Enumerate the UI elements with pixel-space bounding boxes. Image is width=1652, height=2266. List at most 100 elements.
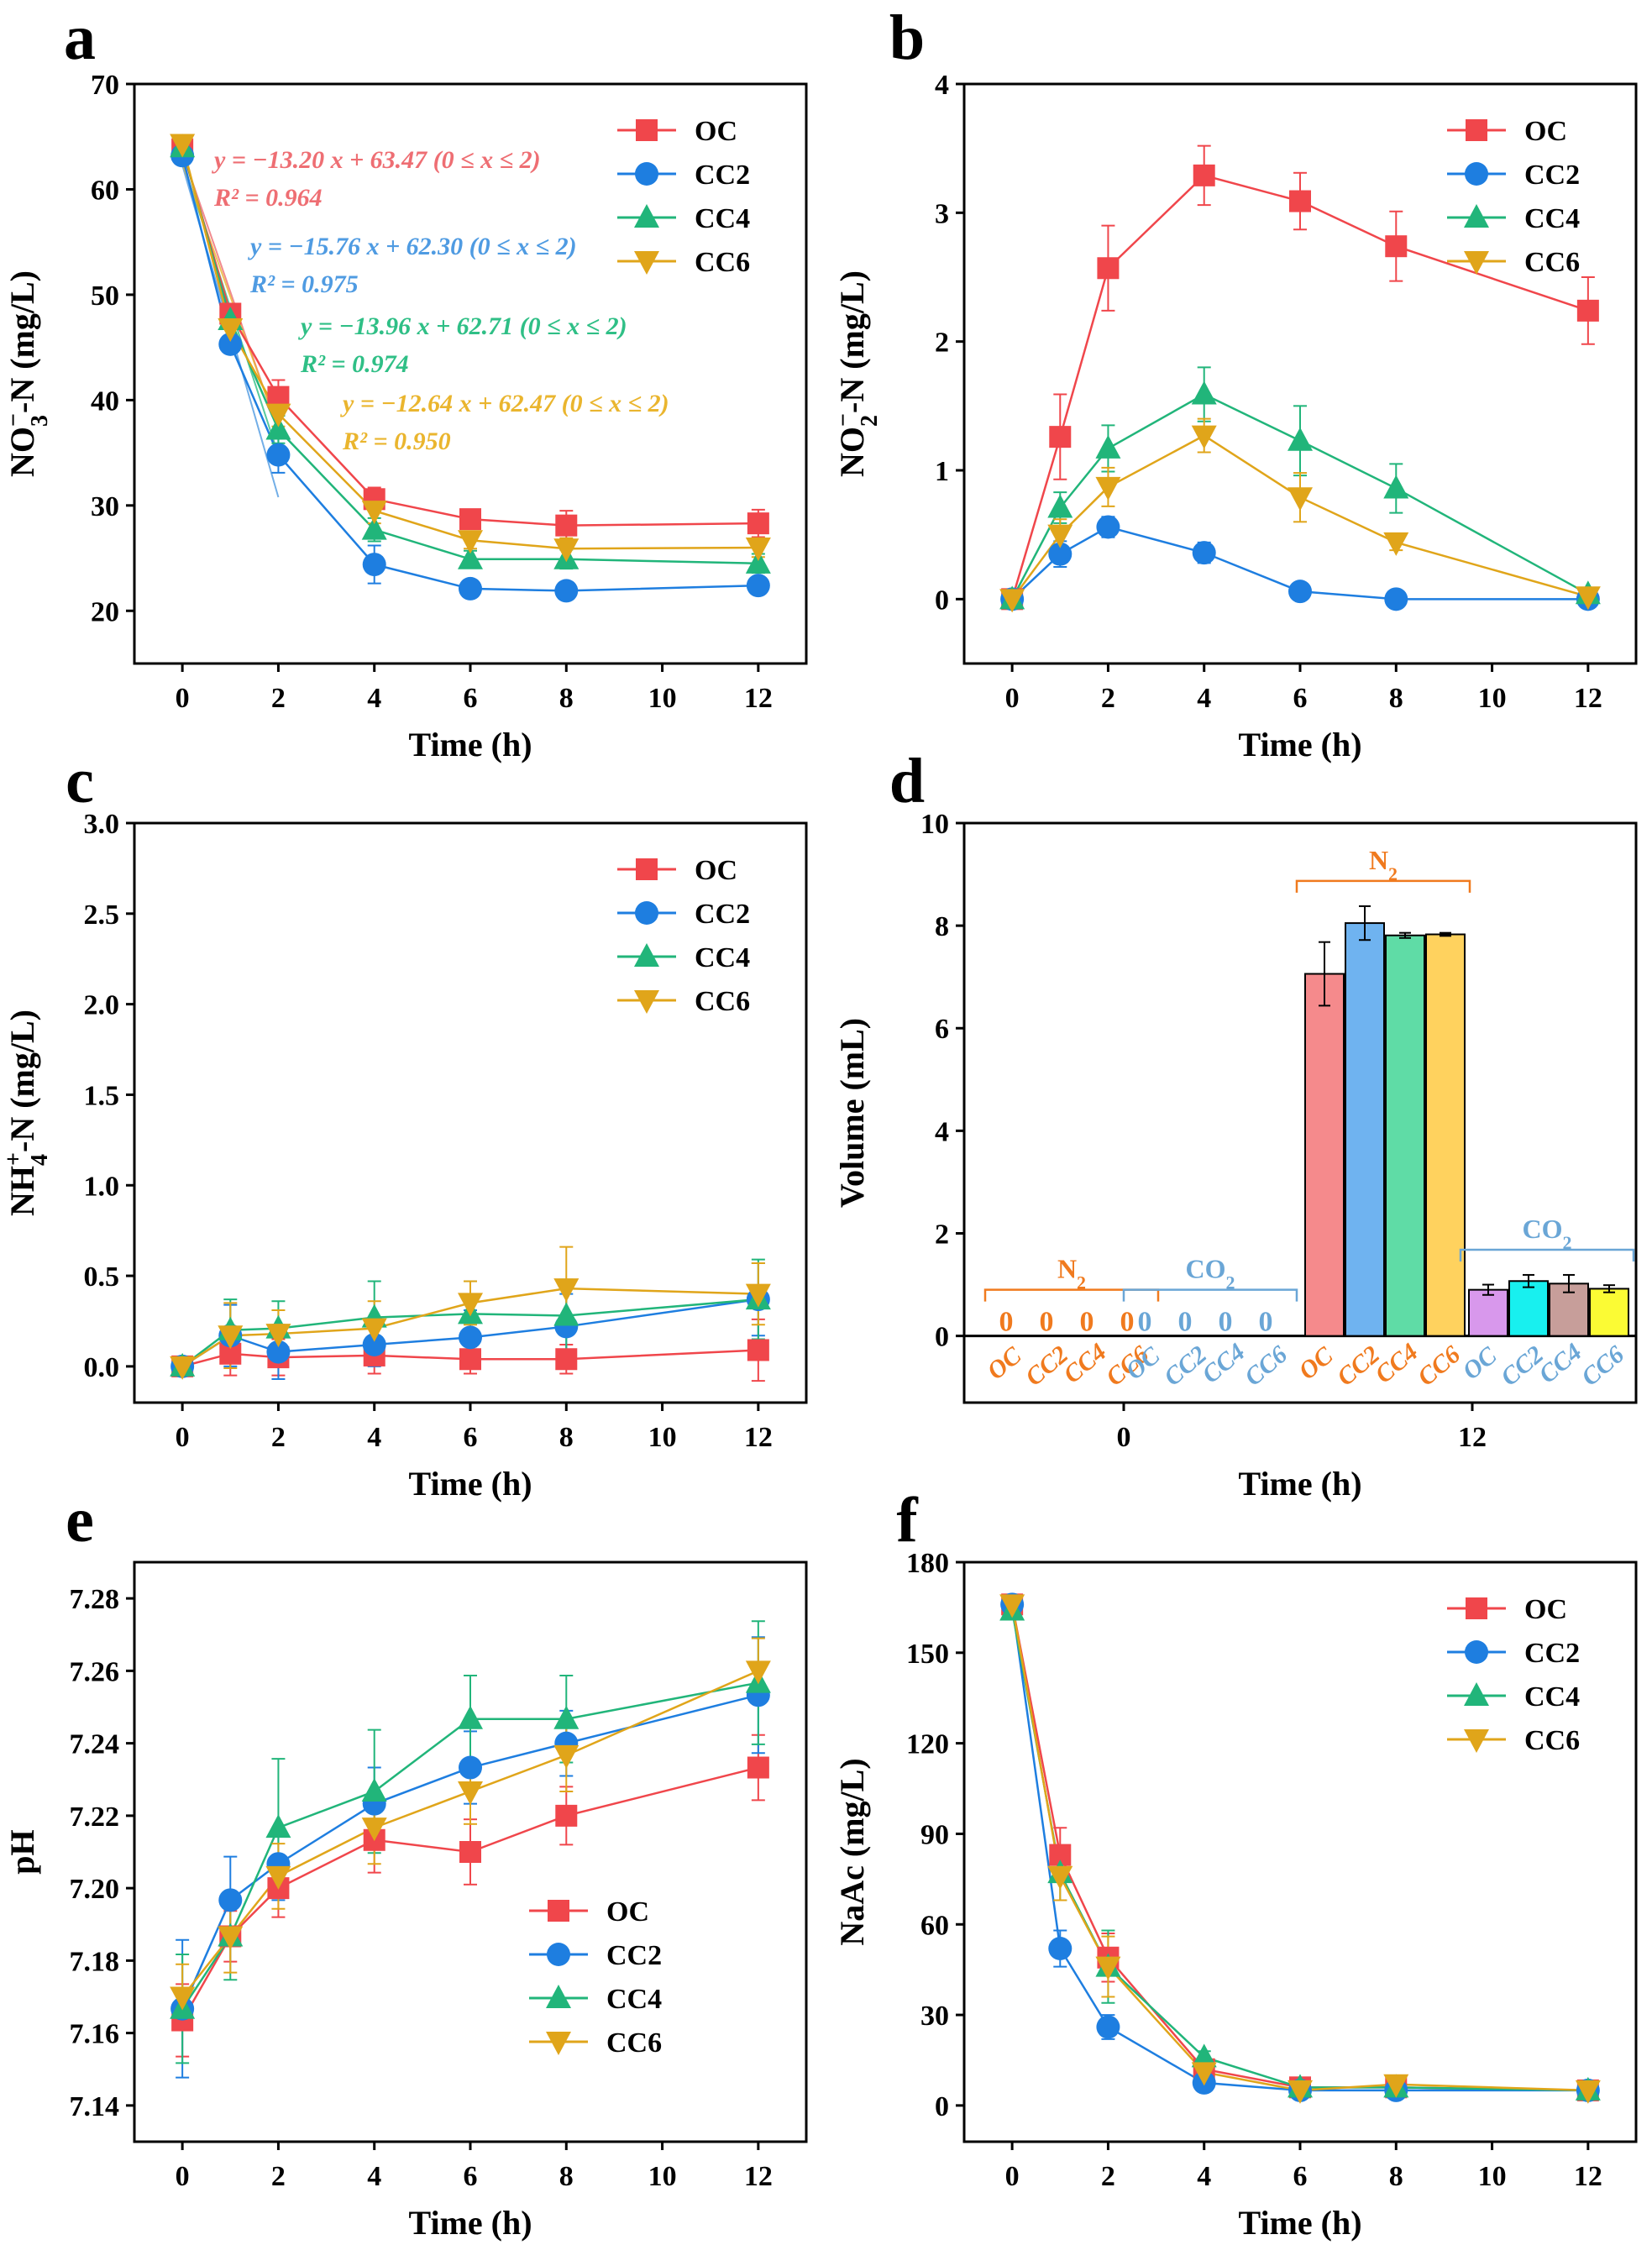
x-tick-label: 0: [1117, 1422, 1131, 1453]
data-point: [459, 1841, 481, 1863]
data-point: [458, 1781, 483, 1805]
gas-label: N2: [1057, 1254, 1086, 1293]
x-tick-label: 2: [271, 2161, 286, 2192]
data-point: [1191, 2043, 1217, 2068]
legend-label: OC: [1524, 116, 1567, 147]
data-point: [747, 1756, 769, 1779]
y-tick-label: 3.0: [84, 809, 120, 840]
y-axis-title-part: NO: [833, 427, 871, 477]
data-point: [266, 443, 291, 467]
data-point: [458, 1705, 483, 1729]
x-tick-label: 4: [1197, 2161, 1211, 2192]
markers-cc2: [1000, 1592, 1600, 2102]
bar-category-label: CC6: [1240, 1340, 1293, 1392]
legend-label: CC4: [1524, 1681, 1580, 1713]
y-tick-label: 120: [906, 1729, 949, 1760]
y-axis-title-part: NH: [3, 1166, 41, 1216]
gas-label-main: CO: [1523, 1214, 1563, 1244]
series-cc6: [1005, 1597, 1595, 2095]
data-point: [361, 1318, 387, 1342]
data-point: [1288, 580, 1312, 604]
legend-label: CC6: [695, 986, 750, 1017]
legend-label: CC2: [1524, 1638, 1580, 1669]
x-tick-label: 6: [464, 1422, 478, 1453]
legend-label: CC2: [695, 160, 750, 191]
y-tick-label: 8: [935, 911, 949, 942]
legend-marker: [1465, 1640, 1488, 1664]
legend-label: CC6: [606, 2027, 662, 2059]
legend-marker: [546, 2032, 571, 2055]
y-tick-label: 0: [935, 585, 949, 616]
y-tick-label: 7.16: [70, 2019, 120, 2050]
markers-cc6: [999, 425, 1601, 613]
x-tick-label: 12: [1458, 1422, 1487, 1453]
bar-category-label: CC4: [1370, 1338, 1423, 1389]
x-tick-label: 2: [1101, 2161, 1115, 2192]
x-tick-label: 12: [744, 2161, 773, 2192]
y-tick-label: 7.28: [70, 1584, 120, 1615]
data-point: [459, 1755, 482, 1780]
legend-marker: [1464, 1682, 1489, 1706]
fit-r2-oc: R² = 0.964: [213, 184, 323, 212]
legend: OC CC2 CC4 CC6: [617, 855, 750, 1017]
bar-category-label: OC: [982, 1341, 1027, 1386]
data-point: [361, 1818, 387, 1842]
legend-marker: [547, 1943, 570, 1966]
legend-marker: [548, 1900, 569, 1922]
y-tick-label: 2: [935, 1219, 949, 1250]
data-point: [218, 1926, 244, 1950]
zero-value-label: 0: [1259, 1307, 1273, 1338]
y-tick-label: 2: [935, 328, 949, 359]
legend-marker: [636, 858, 658, 880]
y-tick-label: 70: [91, 70, 119, 101]
fit-r2-cc4: R² = 0.974: [300, 350, 409, 378]
panel-letter: c: [66, 746, 94, 816]
data-point: [745, 538, 771, 561]
markers-cc4: [999, 1597, 1601, 2101]
y-axis-title-part: 4: [27, 1154, 53, 1166]
x-tick-label: 8: [559, 683, 574, 714]
y-tick-label: 4: [935, 1116, 949, 1147]
x-tick-label: 10: [1478, 2161, 1507, 2192]
data-point: [1383, 2074, 1409, 2098]
zero-value-label: 0: [1178, 1307, 1193, 1338]
data-point: [1047, 494, 1073, 518]
data-point: [555, 1348, 578, 1371]
y-axis-title-part: -N (mg/L): [3, 1010, 41, 1152]
markers-cc6: [170, 1660, 771, 2011]
y-tick-label: 4: [935, 70, 949, 101]
legend-label: CC4: [1524, 203, 1580, 234]
data-point: [170, 1356, 196, 1380]
x-tick-label: 10: [648, 683, 677, 714]
y-tick-label: 1.0: [84, 1171, 120, 1202]
legend-marker: [1466, 1597, 1487, 1619]
y-axis-title-part: 2: [857, 415, 883, 427]
data-point: [459, 1348, 481, 1371]
y-tick-label: 30: [920, 2001, 949, 2032]
panel-letter: f: [896, 1485, 919, 1555]
y-axis-title: NO2−-N (mg/L): [831, 270, 883, 477]
x-tick-label: 0: [1005, 683, 1020, 714]
legend-marker: [1464, 1729, 1489, 1753]
data-point: [1575, 586, 1601, 611]
data-point: [361, 501, 387, 525]
data-point: [458, 545, 483, 569]
x-tick-label: 4: [1197, 683, 1211, 714]
bar-cc6: [1425, 933, 1466, 1337]
data-point: [553, 1705, 580, 1729]
legend-label: CC2: [1524, 160, 1580, 191]
zero-value-label: 0: [1219, 1307, 1233, 1338]
x-tick-label: 12: [1574, 683, 1602, 714]
legend-label: CC6: [1524, 1725, 1580, 1756]
x-axis-title: Time (h): [1238, 2204, 1361, 2242]
y-axis-title: NH4+-N (mg/L): [1, 1010, 53, 1216]
y-tick-label: 7.20: [70, 1874, 120, 1905]
legend-marker: [635, 901, 658, 925]
x-tick-label: 8: [1389, 2161, 1403, 2192]
data-point: [1383, 475, 1409, 499]
legend-marker: [635, 162, 658, 186]
x-tick-label: 4: [367, 683, 381, 714]
